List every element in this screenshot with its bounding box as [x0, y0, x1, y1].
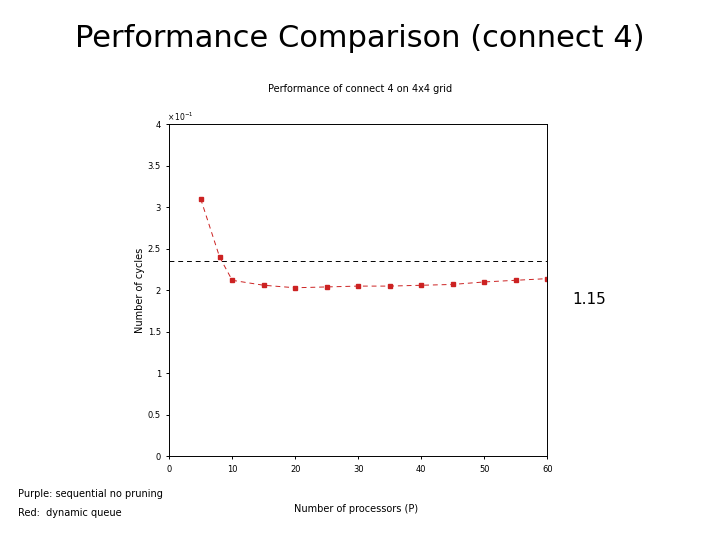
Text: Performance Comparison (connect 4): Performance Comparison (connect 4): [75, 24, 645, 53]
Text: $\times\,10^{-1}$: $\times\,10^{-1}$: [167, 110, 194, 123]
Text: Performance of connect 4 on 4x4 grid: Performance of connect 4 on 4x4 grid: [268, 84, 452, 94]
Y-axis label: Number of cycles: Number of cycles: [135, 248, 145, 333]
Text: Number of processors (P): Number of processors (P): [294, 504, 418, 514]
Text: Red:  dynamic queue: Red: dynamic queue: [18, 508, 122, 518]
Text: Purple: sequential no pruning: Purple: sequential no pruning: [18, 489, 163, 499]
Text: 1.15: 1.15: [572, 292, 606, 307]
